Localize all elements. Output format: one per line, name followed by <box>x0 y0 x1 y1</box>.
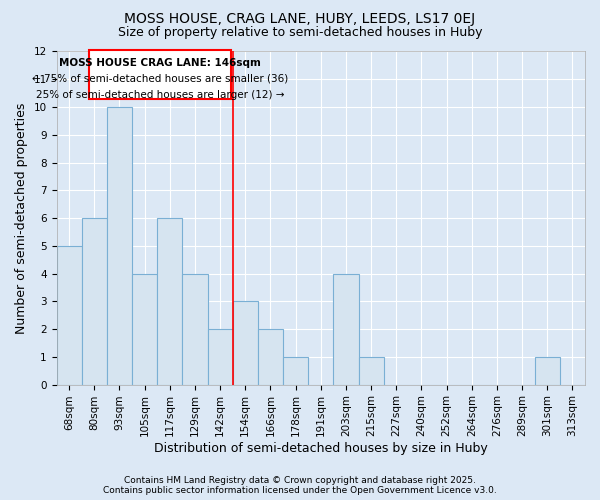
Text: Contains public sector information licensed under the Open Government Licence v3: Contains public sector information licen… <box>103 486 497 495</box>
Bar <box>132 274 157 384</box>
Bar <box>334 274 359 384</box>
Text: Contains HM Land Registry data © Crown copyright and database right 2025.: Contains HM Land Registry data © Crown c… <box>124 476 476 485</box>
Bar <box>233 302 258 384</box>
Bar <box>89 50 232 98</box>
Bar <box>359 357 383 384</box>
Y-axis label: Number of semi-detached properties: Number of semi-detached properties <box>15 102 28 334</box>
Bar <box>283 357 308 384</box>
Bar <box>208 329 233 384</box>
Text: 25% of semi-detached houses are larger (12) →: 25% of semi-detached houses are larger (… <box>36 90 284 100</box>
Bar <box>82 218 107 384</box>
Bar <box>182 274 208 384</box>
Text: ← 75% of semi-detached houses are smaller (36): ← 75% of semi-detached houses are smalle… <box>32 74 289 84</box>
Bar <box>157 218 182 384</box>
Bar <box>258 329 283 384</box>
Text: Size of property relative to semi-detached houses in Huby: Size of property relative to semi-detach… <box>118 26 482 39</box>
Text: MOSS HOUSE CRAG LANE: 146sqm: MOSS HOUSE CRAG LANE: 146sqm <box>59 58 261 68</box>
Text: MOSS HOUSE, CRAG LANE, HUBY, LEEDS, LS17 0EJ: MOSS HOUSE, CRAG LANE, HUBY, LEEDS, LS17… <box>124 12 476 26</box>
Bar <box>56 246 82 384</box>
Bar <box>535 357 560 384</box>
Bar <box>107 107 132 384</box>
X-axis label: Distribution of semi-detached houses by size in Huby: Distribution of semi-detached houses by … <box>154 442 488 455</box>
